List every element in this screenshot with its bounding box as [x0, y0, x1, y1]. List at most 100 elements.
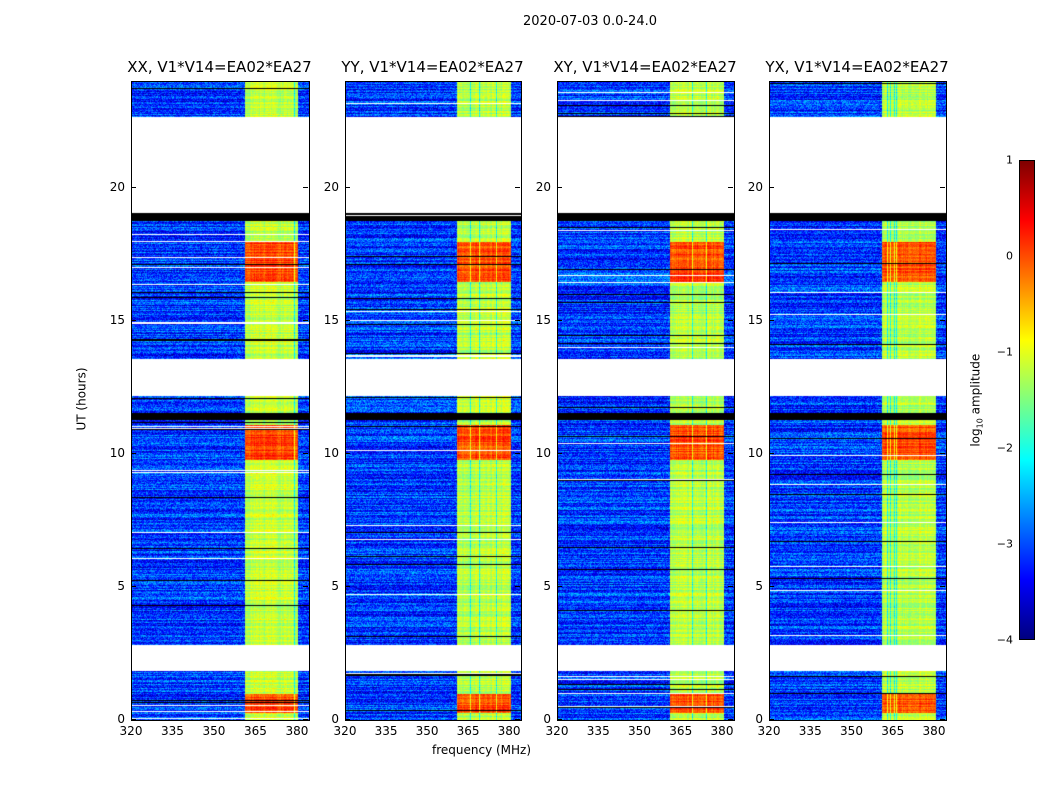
- y-tick-mark: [515, 718, 520, 720]
- y-tick-mark: [303, 452, 308, 454]
- y-tick-mark: [345, 452, 350, 454]
- y-tick-label: 10: [109, 446, 125, 461]
- colorbar-tick-label: 0: [1006, 249, 1013, 263]
- y-tick-label: 5: [331, 579, 339, 594]
- colorbar-tick-label: −4: [996, 633, 1013, 647]
- y-tick-mark: [728, 186, 733, 188]
- panel-yy: YY, V1*V14=EA02*EA27 0 5 10 15 20 320 335 350 36…: [324, 58, 524, 738]
- colorbar-label: log10 amplitude: [968, 354, 984, 447]
- y-tick-mark: [345, 186, 350, 188]
- y-tick-mark: [515, 186, 520, 188]
- y-tick-label: 20: [109, 180, 125, 195]
- y-tick-label: 15: [747, 313, 763, 328]
- y-tick-mark: [940, 186, 945, 188]
- x-tick-label: 380: [497, 724, 521, 738]
- y-tick-mark: [769, 186, 774, 188]
- y-tick-label: 5: [543, 579, 551, 594]
- y-axis-label: UT (hours): [74, 367, 89, 431]
- y-tick-mark: [940, 452, 945, 454]
- y-tick-mark: [940, 718, 945, 720]
- y-tick-label: 0: [117, 712, 125, 726]
- colorbar-tick-label: −3: [996, 537, 1013, 551]
- y-tick-mark: [131, 186, 136, 188]
- y-tick-mark: [515, 452, 520, 454]
- y-tick-label: 0: [331, 712, 339, 726]
- x-tick-label: 335: [161, 724, 184, 738]
- y-tick-mark: [515, 585, 520, 587]
- y-tick-mark: [303, 186, 308, 188]
- x-tick-label: 380: [922, 724, 946, 738]
- y-tick-label: 10: [323, 446, 339, 461]
- x-tick-label: 365: [456, 724, 480, 738]
- x-tick-label: 380: [285, 724, 309, 738]
- x-tick-label: 320: [333, 724, 357, 738]
- y-tick-mark: [940, 319, 945, 321]
- y-tick-mark: [557, 186, 562, 188]
- colorbar-tick-label: −1: [996, 345, 1013, 359]
- y-tick-mark: [728, 319, 733, 321]
- y-tick-label: 0: [543, 712, 551, 726]
- heatmap-xx: [131, 81, 310, 721]
- y-tick-mark: [131, 585, 136, 587]
- y-tick-label: 10: [535, 446, 551, 461]
- x-tick-label: 365: [669, 724, 693, 738]
- y-tick-mark: [769, 718, 774, 720]
- y-tick-mark: [769, 452, 774, 454]
- x-tick-label: 350: [202, 724, 226, 738]
- y-tick-mark: [940, 585, 945, 587]
- x-tick-label: 380: [710, 724, 734, 738]
- heatmap-xy: [557, 81, 735, 721]
- x-tick-label: 350: [415, 724, 439, 738]
- y-tick-mark: [131, 319, 136, 321]
- x-tick-label: 335: [374, 724, 398, 738]
- colorbar-tick-label: −2: [996, 441, 1013, 455]
- y-tick-label: 10: [747, 446, 763, 461]
- x-tick-label: 320: [545, 724, 569, 738]
- x-tick-label: 350: [628, 724, 651, 738]
- colorbar: [1019, 160, 1035, 640]
- colorbar-label-main: log: [968, 428, 983, 447]
- y-tick-mark: [131, 718, 136, 720]
- y-tick-mark: [557, 585, 562, 587]
- panel-title: XX, V1*V14=EA02*EA27: [127, 58, 312, 76]
- y-tick-mark: [345, 319, 350, 321]
- y-tick-label: 20: [747, 180, 763, 195]
- x-tick-label: 335: [798, 724, 822, 738]
- y-tick-mark: [728, 585, 733, 587]
- panel-title: YX, V1*V14=EA02*EA27: [765, 58, 949, 76]
- y-tick-mark: [728, 452, 733, 454]
- y-tick-label: 0: [755, 712, 763, 726]
- panel-xy: XY, V1*V14=EA02*EA27 0 5 10 15 20 320 335 350 36…: [536, 58, 737, 738]
- x-tick-label: 320: [119, 724, 143, 738]
- y-tick-mark: [131, 452, 136, 454]
- colorbar-tick-label: 1: [1006, 153, 1013, 167]
- y-tick-mark: [557, 452, 562, 454]
- colorbar-label-sub: 10: [975, 418, 985, 429]
- x-axis-label: frequency (MHz): [432, 743, 532, 757]
- figure-title: 2020-07-03 0.0-24.0: [523, 14, 657, 29]
- x-tick-label: 320: [757, 724, 781, 738]
- y-tick-label: 15: [535, 313, 551, 328]
- panel-title: XY, V1*V14=EA02*EA27: [553, 58, 737, 76]
- y-tick-label: 5: [755, 579, 763, 594]
- y-tick-label: 20: [323, 180, 339, 195]
- y-tick-mark: [769, 585, 774, 587]
- y-tick-label: 15: [109, 313, 125, 328]
- x-tick-label: 335: [586, 724, 610, 738]
- y-tick-mark: [303, 319, 308, 321]
- x-tick-label: 350: [840, 724, 863, 738]
- y-tick-label: 5: [117, 579, 125, 594]
- heatmap-yx: [769, 81, 947, 721]
- y-tick-mark: [345, 585, 350, 587]
- colorbar-label-rest: amplitude: [968, 353, 983, 419]
- y-tick-mark: [557, 319, 562, 321]
- x-tick-label: 365: [881, 724, 905, 738]
- y-tick-mark: [303, 585, 308, 587]
- y-tick-label: 15: [323, 313, 339, 328]
- y-tick-mark: [728, 718, 733, 720]
- panel-xx: XX, V1*V14=EA02*EA27 0 5 10 15 20 320 335 350 36…: [110, 58, 312, 738]
- x-tick-label: 365: [244, 724, 267, 738]
- y-tick-mark: [769, 319, 774, 321]
- y-tick-mark: [515, 319, 520, 321]
